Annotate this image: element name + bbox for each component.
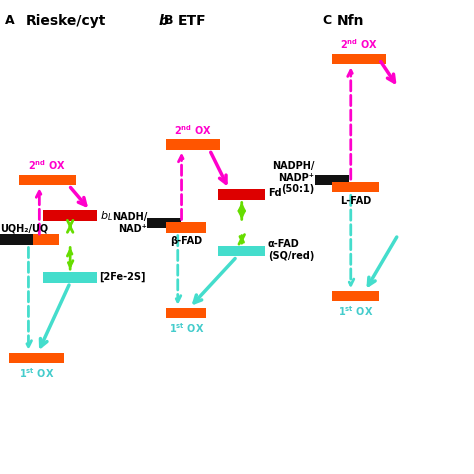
FancyBboxPatch shape	[166, 222, 206, 233]
FancyBboxPatch shape	[332, 54, 386, 64]
Text: β-FAD: β-FAD	[170, 236, 202, 246]
FancyBboxPatch shape	[147, 218, 181, 228]
Text: $b_L$: $b_L$	[100, 209, 112, 223]
FancyBboxPatch shape	[218, 189, 265, 200]
Text: Nfn: Nfn	[337, 14, 364, 28]
FancyBboxPatch shape	[33, 234, 59, 245]
FancyBboxPatch shape	[332, 291, 379, 301]
FancyBboxPatch shape	[43, 272, 97, 283]
FancyBboxPatch shape	[166, 308, 206, 318]
Text: ETF: ETF	[178, 14, 206, 28]
FancyBboxPatch shape	[43, 210, 97, 221]
Text: A: A	[5, 14, 14, 27]
Text: $\mathregular{2^{nd}}$ OX: $\mathregular{2^{nd}}$ OX	[340, 37, 378, 51]
Text: $\mathregular{1^{st}}$ OX: $\mathregular{1^{st}}$ OX	[169, 321, 204, 335]
Text: B: B	[164, 14, 173, 27]
Text: C: C	[322, 14, 331, 27]
Text: NADH/
NAD⁺: NADH/ NAD⁺	[112, 212, 147, 234]
Text: $\mathregular{1^{st}}$ OX: $\mathregular{1^{st}}$ OX	[19, 366, 54, 380]
Text: Rieske/cyt: Rieske/cyt	[26, 14, 107, 28]
Text: Fd: Fd	[268, 188, 282, 199]
Text: [2Fe-2S]: [2Fe-2S]	[100, 272, 146, 283]
Text: UQH₂/UQ: UQH₂/UQ	[0, 223, 48, 233]
Text: L-FAD: L-FAD	[340, 196, 371, 206]
FancyBboxPatch shape	[332, 182, 379, 192]
FancyBboxPatch shape	[218, 246, 265, 256]
Text: b: b	[159, 14, 169, 28]
FancyBboxPatch shape	[0, 234, 36, 245]
Text: $\mathregular{1^{st}}$ OX: $\mathregular{1^{st}}$ OX	[338, 304, 373, 318]
Text: α-FAD
(SQ/red): α-FAD (SQ/red)	[268, 239, 314, 261]
FancyBboxPatch shape	[19, 175, 76, 185]
Text: $\mathregular{2^{nd}}$ OX: $\mathregular{2^{nd}}$ OX	[174, 123, 212, 137]
Text: NADPH/
NADP⁺
(50:1): NADPH/ NADP⁺ (50:1)	[272, 161, 314, 194]
FancyBboxPatch shape	[315, 175, 349, 185]
Text: $\mathregular{2^{nd}}$ OX: $\mathregular{2^{nd}}$ OX	[28, 158, 66, 172]
FancyBboxPatch shape	[9, 353, 64, 363]
FancyBboxPatch shape	[166, 139, 220, 150]
